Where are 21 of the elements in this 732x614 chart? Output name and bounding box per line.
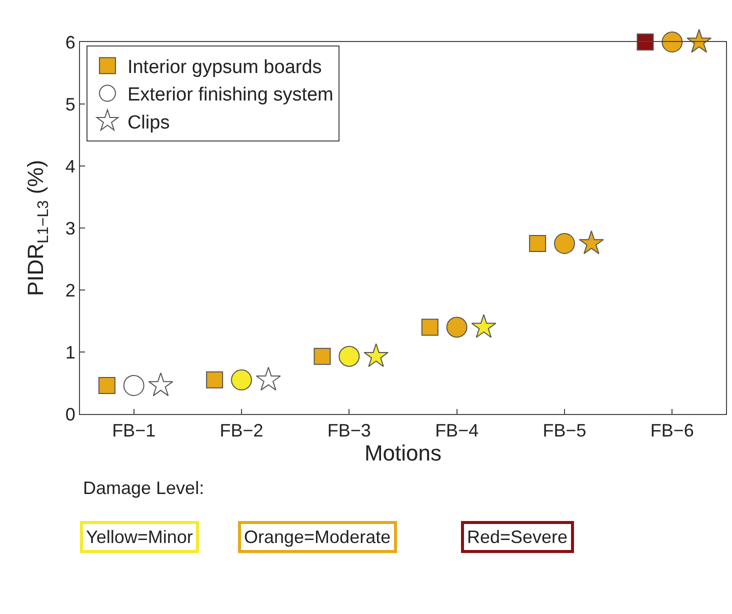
x-tick-label: FB−1 <box>112 420 156 441</box>
y-tick-label: 3 <box>65 218 76 238</box>
text: Orange=Moderate <box>244 527 391 547</box>
text: Red=Severe <box>467 527 568 547</box>
x-tick-label: FB−6 <box>650 420 694 441</box>
legend-label: Interior gypsum boards <box>127 56 322 78</box>
legend-label: Exterior finishing system <box>127 84 334 106</box>
text: Yellow=Minor <box>86 527 193 547</box>
x-tick-label: FB−2 <box>220 420 264 441</box>
y-tick-label: 6 <box>65 32 76 52</box>
x-tick-label: FB−5 <box>542 420 586 441</box>
y-tick-label: 4 <box>65 156 76 176</box>
x-axis-title: Motions <box>364 440 442 466</box>
x-tick-label: FB−4 <box>435 420 479 441</box>
y-tick-label: 1 <box>65 342 76 362</box>
legend-label: Clips <box>127 112 170 134</box>
y-tick-label: 2 <box>65 280 76 300</box>
y-tick-label: 0 <box>65 404 76 424</box>
y-tick-label: 5 <box>65 94 76 114</box>
x-tick-label: FB−3 <box>327 420 371 441</box>
text: Damage Level: <box>83 478 204 498</box>
